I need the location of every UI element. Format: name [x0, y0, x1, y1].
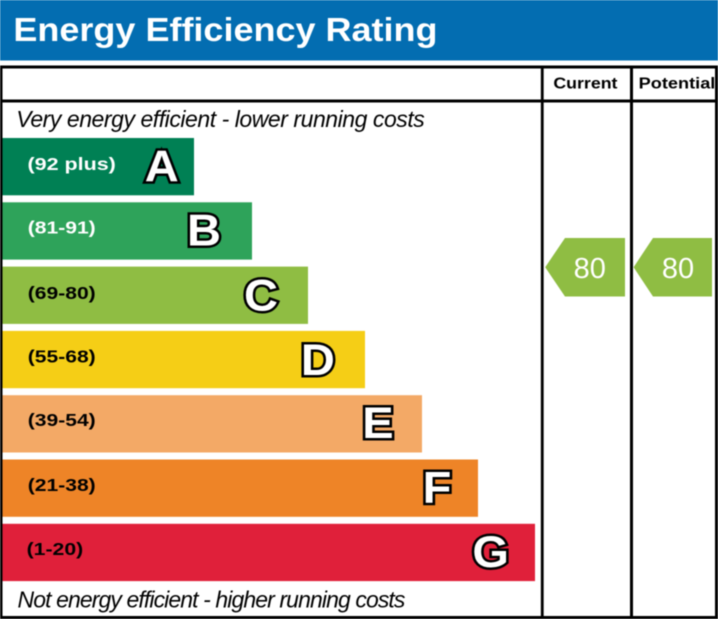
svg-text:(1-20): (1-20) [27, 541, 84, 560]
svg-text:E: E [362, 397, 393, 448]
svg-text:(39-54): (39-54) [28, 412, 96, 431]
svg-text:(55-68): (55-68) [28, 348, 96, 367]
svg-text:C: C [244, 269, 278, 320]
svg-text:D: D [301, 334, 335, 385]
svg-text:G: G [472, 526, 509, 577]
svg-text:Not energy efficient - higher: Not energy efficient - higher running co… [18, 587, 406, 613]
svg-text:Potential: Potential [639, 75, 716, 93]
svg-text:(92 plus): (92 plus) [28, 155, 116, 174]
svg-text:(21-38): (21-38) [28, 477, 96, 496]
svg-text:(81-91): (81-91) [28, 219, 96, 238]
svg-text:F: F [423, 462, 452, 513]
svg-text:Current: Current [553, 75, 617, 93]
svg-text:80: 80 [574, 253, 606, 285]
svg-text:80: 80 [662, 253, 694, 285]
svg-text:Very energy efficient - lower: Very energy efficient - lower running co… [16, 106, 425, 132]
svg-text:B: B [187, 204, 221, 255]
svg-text:A: A [145, 140, 179, 191]
svg-text:Energy Efficiency Rating: Energy Efficiency Rating [13, 12, 437, 49]
svg-text:(69-80): (69-80) [28, 285, 96, 304]
